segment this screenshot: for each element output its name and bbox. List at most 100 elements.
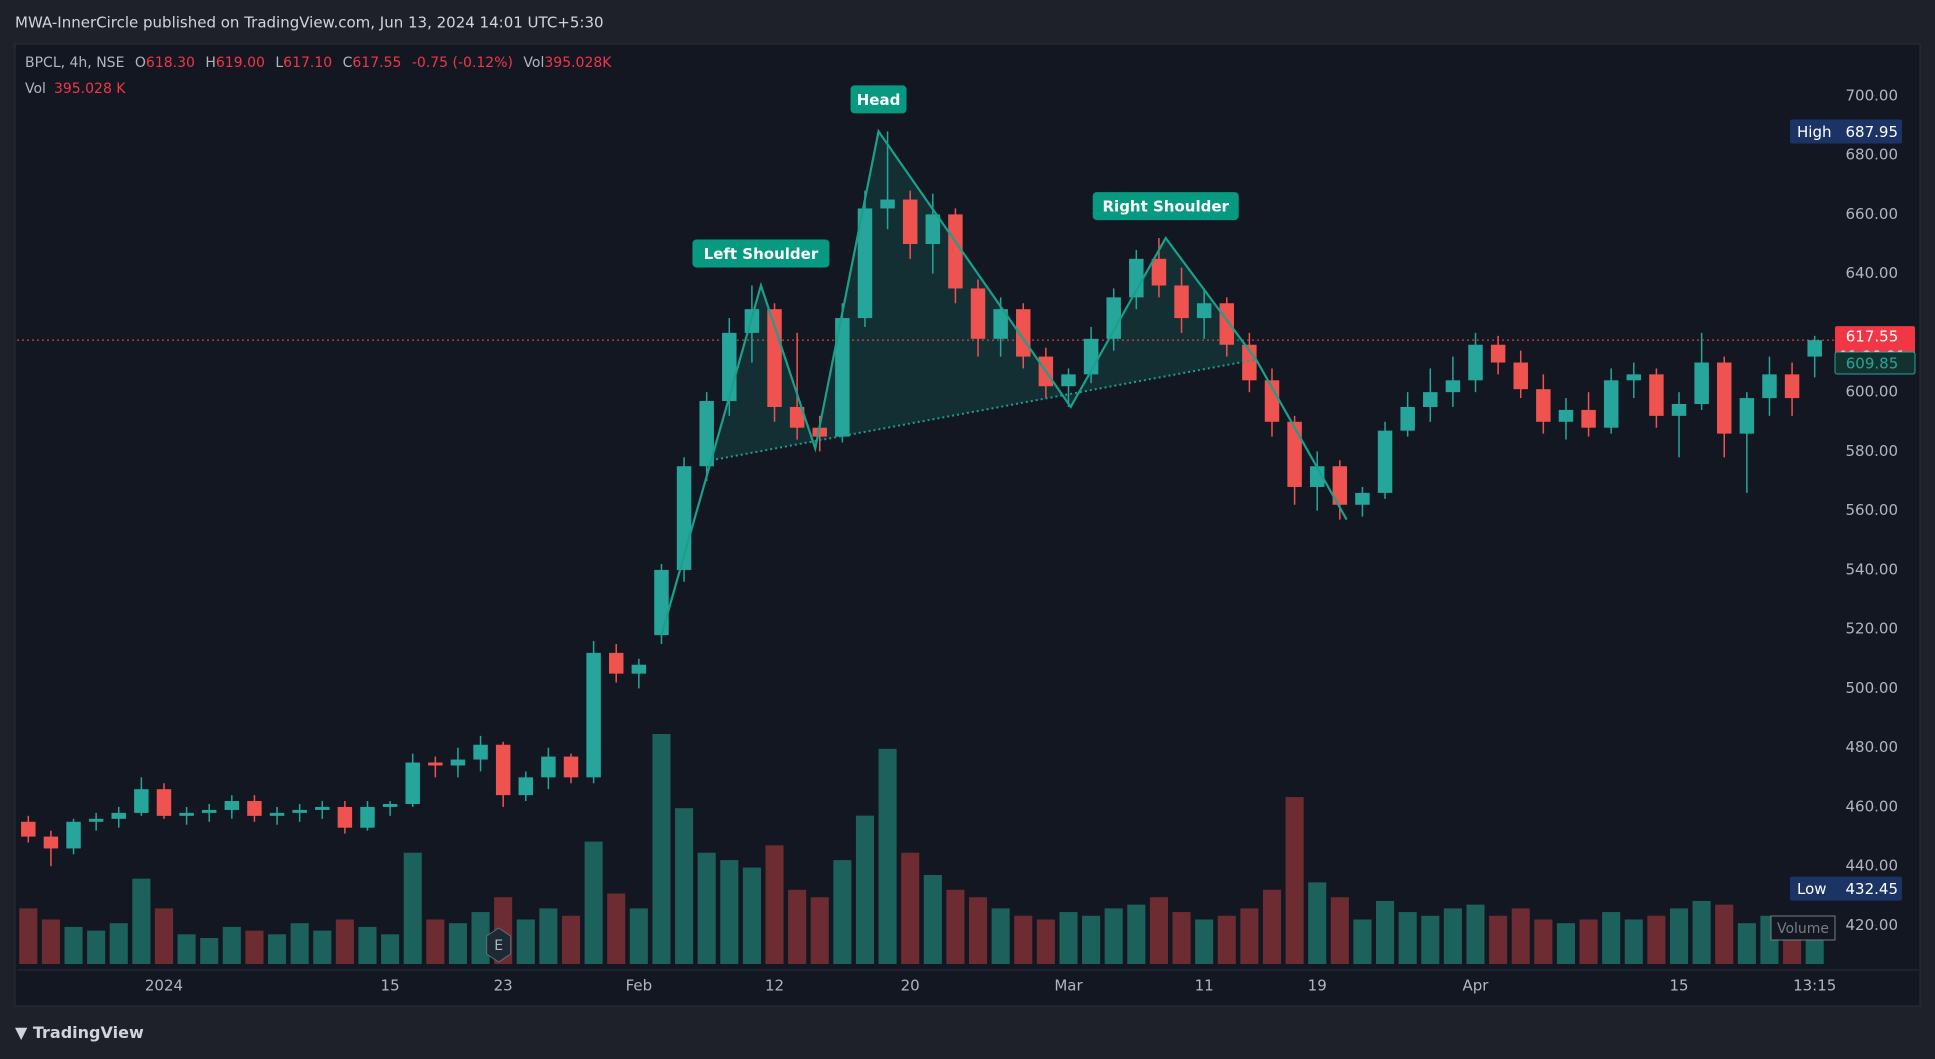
- volume-bar: [1149, 897, 1168, 964]
- volume-bar: [222, 926, 241, 964]
- candle-body: [948, 214, 963, 289]
- x-tick-label: Feb: [626, 977, 653, 995]
- x-tick-label: 2024: [145, 977, 183, 995]
- volume-bar: [1647, 915, 1666, 964]
- volume-bar: [1082, 915, 1101, 964]
- volume-bar: [335, 919, 354, 964]
- volume-bar: [245, 930, 264, 964]
- candle-body: [812, 427, 827, 437]
- candle-body: [1671, 404, 1687, 416]
- candle-body: [857, 208, 873, 319]
- volume-bar: [358, 926, 377, 964]
- earnings-icon: [486, 927, 512, 963]
- x-tick-label: 19: [1308, 977, 1327, 995]
- volume-bar: [1376, 900, 1395, 964]
- ma-price: 609.85: [1846, 354, 1899, 372]
- x-tick-label: 23: [494, 977, 513, 995]
- candle-body: [1287, 421, 1302, 487]
- volume-bar: [1602, 912, 1621, 964]
- y-tick-label: 640.00: [1846, 264, 1899, 282]
- candle-body: [1603, 380, 1619, 428]
- last-price: 617.55: [1846, 328, 1899, 346]
- y-tick-label: 600.00: [1846, 383, 1899, 401]
- x-tick-label: 15: [1669, 977, 1688, 995]
- y-tick-label: 520.00: [1846, 620, 1899, 638]
- annotation-text: Head: [857, 91, 901, 109]
- marker-box: [1790, 119, 1902, 144]
- legend: BPCL, 4h, NSE O618.30 H619.00 L617.10 C6…: [25, 55, 612, 71]
- candle-body: [156, 789, 172, 816]
- candle-body: [835, 318, 850, 437]
- volume-bar: [561, 915, 581, 964]
- legend-value: 619.00: [216, 55, 265, 71]
- y-tick-label: 560.00: [1846, 501, 1899, 519]
- candle-body: [880, 199, 895, 209]
- volume-bar: [1669, 908, 1689, 964]
- y-tick-label: 440.00: [1846, 857, 1899, 875]
- candle-body: [66, 821, 81, 849]
- y-tick-label: 460.00: [1846, 797, 1899, 815]
- legend-label: C: [343, 55, 353, 71]
- vol-label: Vol: [25, 81, 46, 97]
- volume-bar: [607, 893, 626, 964]
- y-tick-label: 480.00: [1846, 738, 1899, 756]
- volume-bar: [1036, 919, 1055, 964]
- volume-bar: [675, 808, 694, 964]
- volume-bar: [788, 889, 807, 964]
- x-tick-label: 20: [901, 977, 920, 995]
- candle-body: [428, 762, 443, 766]
- volume-bar: [742, 867, 761, 964]
- candle-body: [1423, 392, 1438, 407]
- annotation-text: Left Shoulder: [704, 245, 819, 263]
- volume-bar: [629, 908, 648, 964]
- volume-bar: [1398, 912, 1417, 964]
- volume-bar: [426, 919, 445, 964]
- y-tick-label: 540.00: [1846, 560, 1899, 578]
- volume-bar: [1330, 897, 1349, 964]
- candle-body: [1649, 374, 1664, 416]
- candle-body: [450, 759, 466, 766]
- candle-body: [405, 762, 420, 804]
- candle-body: [88, 818, 104, 822]
- legend-symbol: BPCL, 4h, NSE: [25, 55, 124, 71]
- y-tick-label: 700.00: [1846, 86, 1899, 104]
- volume-bar: [1715, 904, 1734, 964]
- marker-label: High: [1797, 123, 1831, 141]
- annotation-box: [850, 85, 907, 114]
- volume-bar: [1104, 908, 1123, 964]
- volume-bar: [1737, 923, 1756, 964]
- y-tick-label: 660.00: [1846, 205, 1899, 223]
- candle-body: [201, 809, 217, 813]
- candle-body: [1626, 374, 1642, 381]
- earnings-text: E: [494, 938, 503, 954]
- volume-bar: [1059, 912, 1078, 964]
- candle-body: [631, 664, 647, 674]
- brand: ▼ TradingView: [15, 1023, 144, 1042]
- candle-body: [21, 821, 36, 837]
- volume-bar: [1172, 912, 1191, 964]
- volume-bar: [652, 734, 671, 964]
- volume-bar: [87, 930, 106, 964]
- candle-body: [337, 806, 353, 828]
- volume-bar: [1240, 908, 1259, 964]
- candle-body: [541, 756, 556, 778]
- candle-body: [382, 804, 398, 807]
- marker-box: [1790, 876, 1902, 901]
- candle-body: [993, 309, 1008, 339]
- candle-body: [1219, 303, 1235, 345]
- volume-bar: [1217, 915, 1236, 964]
- volume-bar: [516, 919, 535, 964]
- candle-body: [43, 836, 59, 849]
- volume-bar: [1127, 904, 1146, 964]
- candle-body: [1196, 303, 1212, 319]
- volume-bar: [968, 897, 988, 964]
- y-tick-label: 420.00: [1846, 916, 1899, 934]
- volume-bar: [1421, 915, 1440, 964]
- candle-body: [134, 789, 149, 813]
- legend-vol-label: Vol: [523, 55, 544, 71]
- volume-bar: [1579, 919, 1598, 964]
- candle-body: [1807, 340, 1822, 357]
- volume-label: Volume: [1777, 921, 1829, 937]
- volume-bar: [1489, 915, 1508, 964]
